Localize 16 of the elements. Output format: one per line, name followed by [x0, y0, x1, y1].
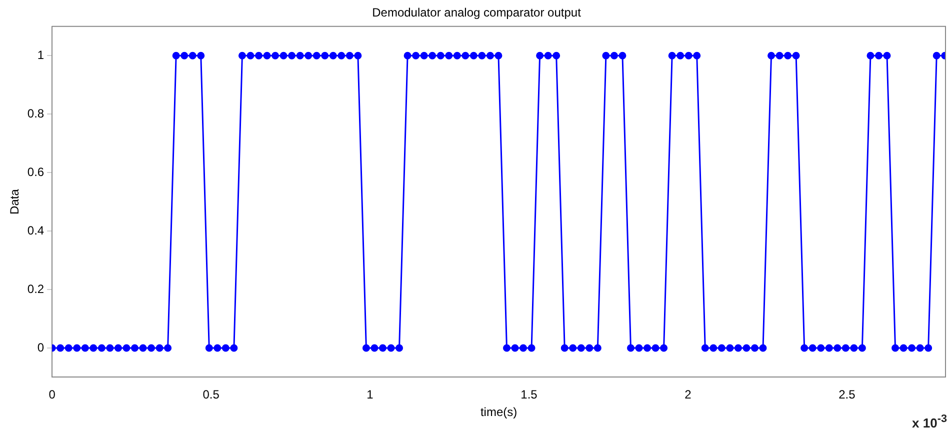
x-tick-label: 1	[366, 388, 374, 402]
x-tick-label: 2.5	[838, 388, 856, 402]
y-axis-title: Data	[8, 188, 22, 214]
y-tick-label: 0.8	[27, 106, 44, 120]
y-tick-label: 0.6	[27, 164, 44, 179]
x-tick-label: 1.5	[520, 388, 538, 402]
y-tick-label: 1	[37, 48, 44, 62]
y-tick-label: 0	[37, 340, 44, 354]
x-tick-label: 0	[48, 388, 56, 402]
text: x 10$^{-3}$	[912, 412, 947, 430]
x-tick-label: 2	[684, 388, 692, 402]
y-tick-label: 0.4	[27, 223, 44, 238]
chart-title: Demodulator analog comparator output	[372, 6, 582, 20]
y-tick-label: 0.2	[27, 282, 44, 296]
x-axis-title: time(s)	[480, 405, 518, 420]
x-tick-label: 0.5	[202, 388, 220, 402]
